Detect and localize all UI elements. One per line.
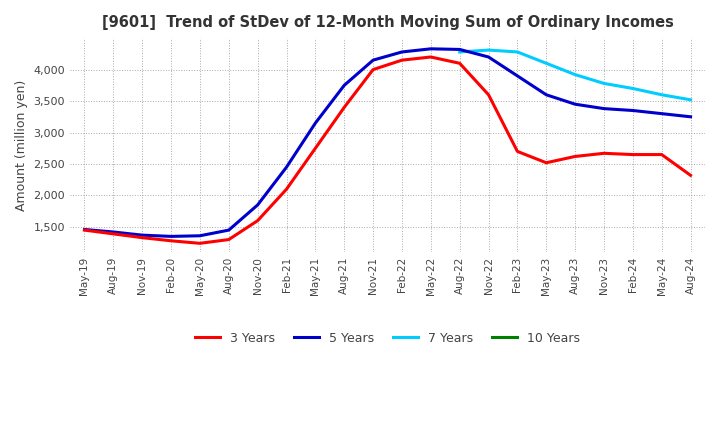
5 Years [167, 234, 176, 239]
5 Years [455, 47, 464, 52]
7 Years [686, 97, 695, 103]
7 Years [455, 49, 464, 55]
Y-axis label: Amount (million yen): Amount (million yen) [15, 80, 28, 211]
5 Years [282, 165, 291, 170]
3 Years [513, 149, 522, 154]
5 Years [629, 108, 637, 113]
3 Years [311, 146, 320, 151]
3 Years [629, 152, 637, 157]
7 Years [629, 86, 637, 91]
Line: 5 Years: 5 Years [84, 49, 690, 236]
5 Years [485, 55, 493, 60]
5 Years [513, 73, 522, 78]
3 Years [571, 154, 580, 159]
Line: 3 Years: 3 Years [84, 57, 690, 243]
3 Years [600, 150, 608, 156]
3 Years [686, 172, 695, 178]
3 Years [80, 227, 89, 233]
5 Years [196, 233, 204, 238]
5 Years [571, 102, 580, 107]
3 Years [340, 105, 348, 110]
5 Years [109, 229, 117, 235]
5 Years [369, 58, 377, 63]
3 Years [253, 218, 262, 224]
5 Years [80, 227, 89, 232]
7 Years [542, 61, 551, 66]
3 Years [167, 238, 176, 243]
7 Years [657, 92, 666, 97]
3 Years [455, 61, 464, 66]
5 Years [686, 114, 695, 119]
3 Years [657, 152, 666, 157]
3 Years [542, 160, 551, 165]
3 Years [369, 67, 377, 72]
5 Years [542, 92, 551, 97]
5 Years [138, 232, 146, 238]
3 Years [196, 241, 204, 246]
5 Years [600, 106, 608, 111]
3 Years [485, 92, 493, 97]
7 Years [513, 49, 522, 55]
5 Years [397, 49, 406, 55]
Title: [9601]  Trend of StDev of 12-Month Moving Sum of Ordinary Incomes: [9601] Trend of StDev of 12-Month Moving… [102, 15, 673, 30]
3 Years [282, 187, 291, 192]
3 Years [397, 58, 406, 63]
5 Years [657, 111, 666, 116]
5 Years [253, 202, 262, 208]
5 Years [426, 46, 435, 51]
7 Years [600, 81, 608, 86]
Line: 7 Years: 7 Years [459, 50, 690, 100]
3 Years [109, 231, 117, 237]
Legend: 3 Years, 5 Years, 7 Years, 10 Years: 3 Years, 5 Years, 7 Years, 10 Years [190, 327, 585, 350]
5 Years [225, 227, 233, 233]
3 Years [426, 55, 435, 60]
3 Years [138, 235, 146, 240]
5 Years [311, 121, 320, 126]
3 Years [225, 237, 233, 242]
7 Years [485, 48, 493, 53]
7 Years [571, 72, 580, 77]
5 Years [340, 83, 348, 88]
